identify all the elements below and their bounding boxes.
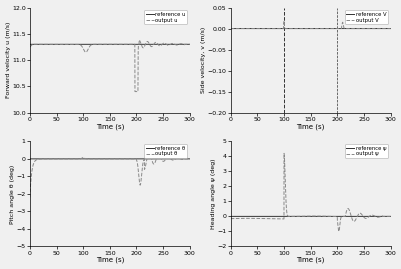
output θ [87,157,92,161]
reference V [266,27,271,30]
output ψ [281,152,286,155]
output u [65,43,70,46]
X-axis label: Time (s): Time (s) [296,123,324,130]
reference θ [87,157,92,161]
Y-axis label: Forward velocity u (m/s): Forward velocity u (m/s) [6,22,10,98]
reference V [265,27,270,30]
reference ψ [228,215,233,218]
reference ψ [265,215,269,218]
Line: output u: output u [30,40,189,91]
reference θ [66,157,71,161]
output u [65,43,69,46]
reference ψ [288,215,293,218]
reference u [65,43,69,46]
output ψ [228,217,233,220]
reference u [65,43,70,46]
output u [99,43,103,46]
X-axis label: Time (s): Time (s) [296,257,324,263]
output θ [186,157,190,161]
output u [186,43,190,46]
reference ψ [387,215,392,218]
output θ [65,157,70,161]
output ψ [265,217,270,220]
output u [87,44,92,47]
output θ [65,157,69,161]
output V [299,27,304,30]
reference θ [65,157,70,161]
X-axis label: Time (s): Time (s) [95,123,124,130]
Legend: reference ψ, output ψ: reference ψ, output ψ [344,144,387,158]
reference θ [27,157,32,161]
Legend: reference u, output u: reference u, output u [144,10,186,24]
reference u [87,43,92,46]
reference θ [187,157,192,161]
reference V [386,27,391,30]
Legend: reference θ, output θ: reference θ, output θ [144,144,186,158]
reference V [265,27,269,30]
output ψ [288,215,293,218]
output θ [99,157,103,161]
output ψ [265,217,269,220]
Y-axis label: Side velocity, v (m/s): Side velocity, v (m/s) [200,27,206,93]
output u [187,43,192,46]
output ψ [299,215,304,218]
output V [386,27,391,30]
output V [265,27,270,30]
output ψ [386,215,391,218]
output V [288,27,293,30]
output V [281,19,286,23]
output ψ [387,215,392,218]
output ψ [266,217,271,220]
reference V [299,27,304,30]
output u [66,43,71,46]
reference u [99,43,103,46]
reference u [66,43,71,46]
reference ψ [386,215,391,218]
output θ [66,157,71,161]
output θ [27,196,32,199]
reference θ [186,157,190,161]
Y-axis label: Heading angle ψ (deg): Heading angle ψ (deg) [211,159,215,229]
output u [136,38,141,42]
Line: output ψ: output ψ [230,153,390,231]
reference V [228,27,233,30]
output θ [187,157,192,161]
output u [27,45,32,49]
reference V [288,27,293,30]
reference V [387,27,392,30]
reference u [27,43,32,46]
reference u [186,43,190,46]
output V [266,27,271,30]
output V [387,27,392,30]
reference ψ [265,215,270,218]
Line: output θ: output θ [30,151,189,197]
Y-axis label: Pitch angle θ (deg): Pitch angle θ (deg) [10,164,15,224]
reference θ [99,157,103,161]
output u [132,90,137,93]
output ψ [336,230,340,233]
output V [265,27,269,30]
reference ψ [266,215,271,218]
Legend: reference V, output V: reference V, output V [344,10,387,24]
reference θ [65,157,69,161]
output V [228,27,233,30]
reference ψ [299,215,304,218]
Line: output V: output V [230,21,390,29]
X-axis label: Time (s): Time (s) [95,257,124,263]
reference u [187,43,192,46]
output θ [146,150,151,153]
